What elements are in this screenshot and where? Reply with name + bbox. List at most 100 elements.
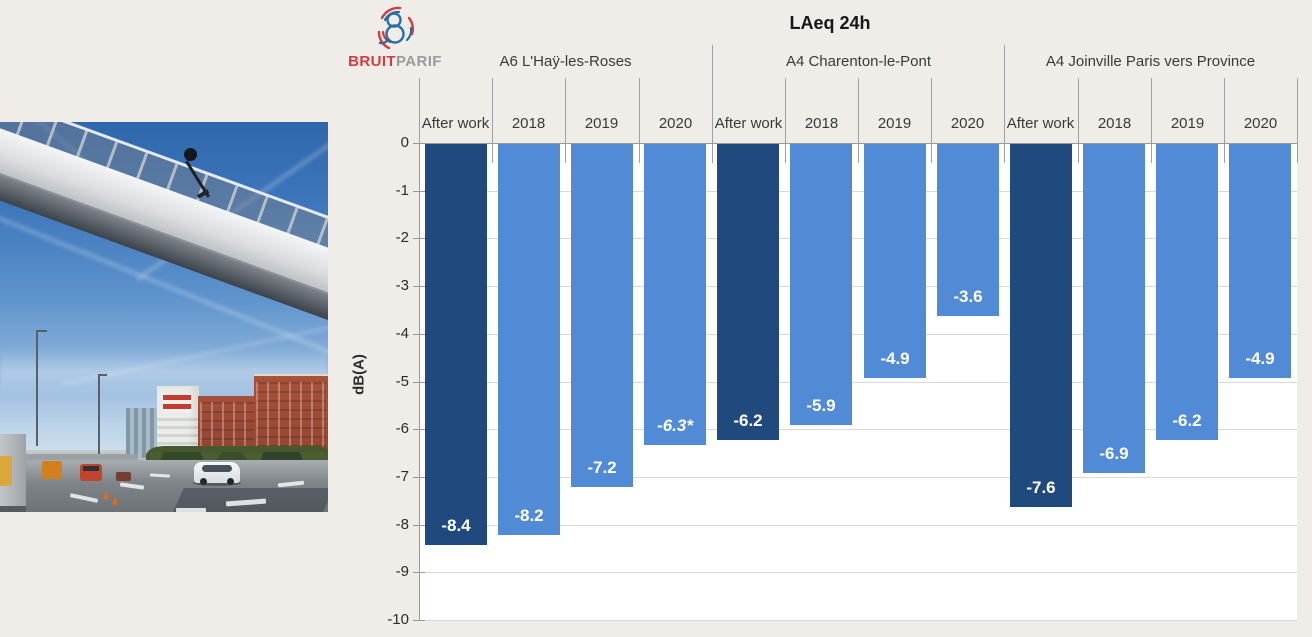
y-tick-label: -4 — [395, 325, 409, 342]
chart-bar — [864, 144, 926, 378]
group-separator — [419, 78, 420, 163]
y-tick-label: -5 — [395, 373, 409, 390]
chart-bar — [1156, 144, 1218, 440]
photo-traffic-cone — [112, 496, 118, 505]
y-tick-label: -8 — [395, 516, 409, 533]
chart-bar — [1010, 144, 1072, 507]
photo-brick-building — [254, 374, 328, 460]
column-header: After work — [421, 115, 490, 132]
logo-text-bruit: BRUIT — [348, 53, 396, 70]
y-gridline — [419, 620, 1297, 621]
y-axis-tick — [413, 238, 425, 239]
column-header: 2019 — [584, 115, 619, 132]
group-header: A4 Joinville Paris vers Province — [1045, 53, 1256, 70]
group-header: A6 L'Haÿ-les-Roses — [499, 53, 632, 70]
photo-car-wheel — [227, 478, 234, 485]
column-separator — [639, 78, 640, 163]
y-gridline — [419, 334, 1297, 335]
column-separator — [1151, 78, 1152, 163]
group-separator — [1297, 78, 1298, 163]
bar-value-label: -7.6 — [1026, 478, 1056, 497]
y-axis — [419, 143, 420, 620]
chart-bar — [937, 144, 999, 316]
photo-car-window — [202, 465, 232, 472]
bar-value-label: -4.9 — [880, 349, 910, 368]
group-separator — [1004, 45, 1005, 163]
photo-light-pole — [36, 330, 38, 446]
bar-value-label: -5.9 — [806, 396, 836, 415]
chart-bar — [1229, 144, 1291, 378]
chart-bar — [644, 144, 706, 445]
bar-value-label: -6.3* — [657, 416, 693, 435]
y-gridline — [419, 429, 1297, 430]
photo-lane-marking — [176, 508, 206, 512]
y-tick-label: -6 — [395, 420, 409, 437]
y-axis-tick — [413, 572, 425, 573]
bar-value-label: -6.9 — [1099, 444, 1129, 463]
photo-traffic-cone — [103, 490, 109, 499]
column-separator — [492, 78, 493, 163]
column-header: 2019 — [1170, 115, 1205, 132]
column-header: After work — [714, 115, 783, 132]
photo-car-shadow — [193, 480, 241, 486]
column-separator — [931, 78, 932, 163]
photo-distant-overpass — [26, 454, 138, 463]
photo-small-car — [116, 472, 131, 481]
bar-value-label: -3.6 — [953, 287, 983, 306]
plot-area — [419, 143, 1297, 620]
photo-brick-windows — [256, 382, 326, 456]
y-axis-tick — [413, 286, 425, 287]
column-separator — [565, 78, 566, 163]
y-tick-label: -1 — [395, 182, 409, 199]
y-gridline — [419, 191, 1297, 192]
motorway-bridge-photo — [0, 122, 328, 512]
noise-sensor-microphone-icon — [184, 148, 197, 161]
y-tick-label: -7 — [395, 468, 409, 485]
y-gridline — [419, 477, 1297, 478]
chart-title: LAeq 24h — [789, 13, 871, 33]
y-axis-tick — [413, 429, 425, 430]
column-separator — [1224, 78, 1225, 163]
y-axis-tick — [413, 620, 425, 621]
y-axis-tick — [413, 382, 425, 383]
column-header: 2019 — [877, 115, 912, 132]
column-header: 2018 — [804, 115, 839, 132]
chart-bar — [790, 144, 852, 425]
bruitparif-logo-text: BRUITPARIF — [336, 53, 454, 70]
y-tick-label: -2 — [395, 229, 409, 246]
column-header: 2020 — [1243, 115, 1278, 132]
photo-light-pole-arm — [98, 374, 107, 376]
group-header: A4 Charenton-le-Pont — [785, 53, 932, 70]
y-gridline — [419, 572, 1297, 573]
bar-value-label: -8.2 — [514, 506, 544, 525]
column-header: After work — [1006, 115, 1075, 132]
photo-van-window — [83, 466, 99, 471]
logo-text-parif: PARIF — [395, 53, 442, 70]
bar-value-label: -4.9 — [1245, 349, 1275, 368]
photo-barrier-yellow-stripe — [0, 456, 12, 486]
photo-light-pole — [98, 374, 100, 454]
y-tick-label: -3 — [395, 277, 409, 294]
y-tick-label: 0 — [400, 134, 409, 151]
column-header: 2018 — [1097, 115, 1132, 132]
bar-value-label: -6.2 — [733, 411, 763, 430]
bar-value-label: -7.2 — [587, 458, 617, 477]
y-axis-tick — [413, 191, 425, 192]
y-gridline — [419, 238, 1297, 239]
photo-white-car — [194, 462, 240, 485]
bruitparif-logo-mark — [377, 6, 414, 50]
photo-red-van — [80, 464, 102, 481]
chart-bar — [717, 144, 779, 440]
y-gridline — [419, 382, 1297, 383]
column-header: 2020 — [658, 115, 693, 132]
bar-value-label: -8.4 — [441, 516, 471, 535]
y-axis-tick — [413, 334, 425, 335]
y-gridline — [419, 525, 1297, 526]
group-separator — [712, 45, 713, 163]
column-separator — [858, 78, 859, 163]
photo-car-wheel — [200, 478, 207, 485]
y-gridline — [419, 286, 1297, 287]
y-axis-tick — [413, 525, 425, 526]
photo-tower-sign — [163, 395, 191, 413]
photo-light-pole-arm — [36, 330, 47, 332]
